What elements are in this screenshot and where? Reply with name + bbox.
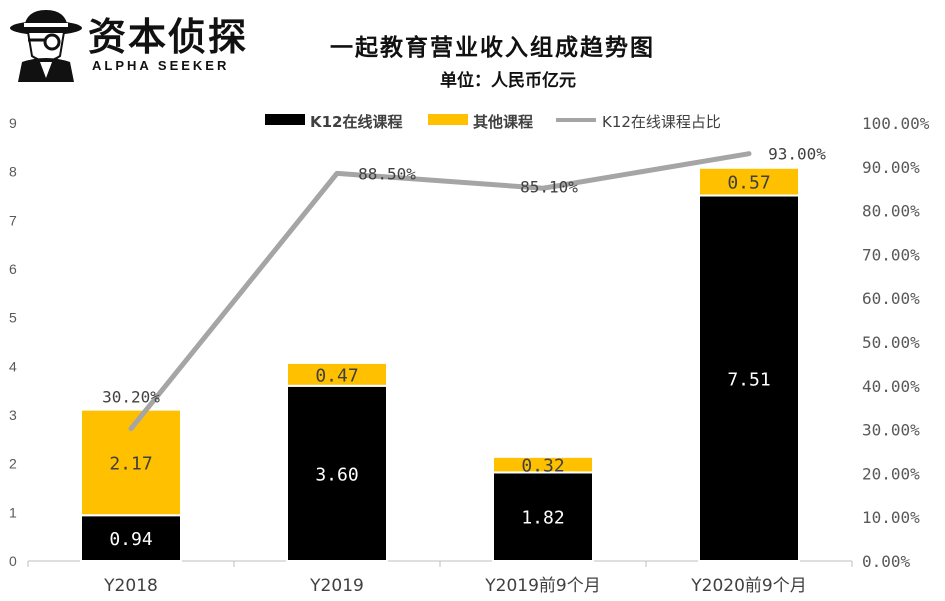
- x-tick-label: Y2018: [103, 576, 158, 596]
- y-left-tick-label: 4: [9, 358, 17, 374]
- legend-swatch-other-courses: [428, 114, 468, 125]
- y-right-tick-label: 70.00%: [862, 245, 920, 264]
- data-label: 0.47: [315, 365, 358, 386]
- brand-logo: [8, 6, 268, 82]
- brand-name-cn: 资本侦探: [88, 15, 249, 59]
- y-right-tick-label: 0.00%: [862, 552, 911, 571]
- line-data-label: 93.00%: [768, 145, 826, 164]
- y-left-tick-label: 8: [9, 164, 17, 180]
- legend-label-other-courses: 其他课程: [473, 113, 533, 131]
- y-right-tick-label: 100.00%: [862, 114, 930, 133]
- y-left-tick-label: 1: [9, 504, 17, 520]
- bar-k12-online: [698, 194, 800, 562]
- y-left-tick-label: 3: [9, 407, 17, 423]
- y-right-tick-label: 30.00%: [862, 421, 920, 440]
- x-tick-label: Y2019前9个月: [484, 576, 600, 596]
- bar-other-courses: [698, 166, 800, 197]
- y-left-tick-label: 7: [9, 212, 17, 228]
- line-data-label: 30.20%: [102, 388, 160, 407]
- legend-swatch-k12-online: [265, 114, 305, 125]
- data-label: 1.82: [521, 508, 564, 529]
- line-data-label: 85.10%: [520, 177, 578, 196]
- data-label: 3.60: [315, 464, 358, 485]
- y-right-tick-label: 90.00%: [862, 158, 920, 177]
- legend-label-k12-online: K12在线课程: [310, 113, 403, 131]
- y-right-tick-label: 40.00%: [862, 377, 920, 396]
- y-left-tick-label: 2: [9, 456, 17, 472]
- data-label: 0.94: [109, 529, 152, 550]
- bar-k12-online: [286, 384, 388, 562]
- chart-unit: 单位：人民币亿元: [440, 71, 576, 91]
- y-right-tick-label: 60.00%: [862, 289, 920, 308]
- line-k12-share: [128, 151, 752, 432]
- y-right-tick-label: 80.00%: [862, 202, 920, 221]
- data-label: 7.51: [727, 369, 770, 390]
- legend-label-k12-share: K12在线课程占比: [602, 113, 721, 131]
- y-left-tick-label: 0: [9, 553, 17, 569]
- y-right-tick-label: 10.00%: [862, 508, 920, 527]
- y-left-tick-label: 5: [9, 310, 17, 326]
- y-left-tick-label: 9: [9, 115, 17, 131]
- bar-other-courses: [492, 455, 594, 474]
- data-label: 2.17: [109, 453, 152, 474]
- bar-k12-online: [80, 514, 182, 563]
- data-label: 0.57: [727, 173, 770, 194]
- x-tick-label: Y2020前9个月: [690, 576, 806, 596]
- chart-title: 一起教育营业收入组成趋势图: [330, 34, 655, 61]
- detective-logo-icon: [10, 10, 82, 82]
- bar-other-courses: [286, 361, 388, 387]
- y-right-tick-label: 50.00%: [862, 333, 920, 352]
- brand-name-en: ALPHA SEEKER: [92, 58, 230, 73]
- x-tick-label: Y2019: [309, 576, 364, 596]
- line-data-label: 88.50%: [358, 164, 416, 183]
- y-right-tick-label: 20.00%: [862, 464, 920, 483]
- y-left-tick-label: 6: [9, 261, 17, 277]
- data-label: 0.32: [521, 456, 564, 477]
